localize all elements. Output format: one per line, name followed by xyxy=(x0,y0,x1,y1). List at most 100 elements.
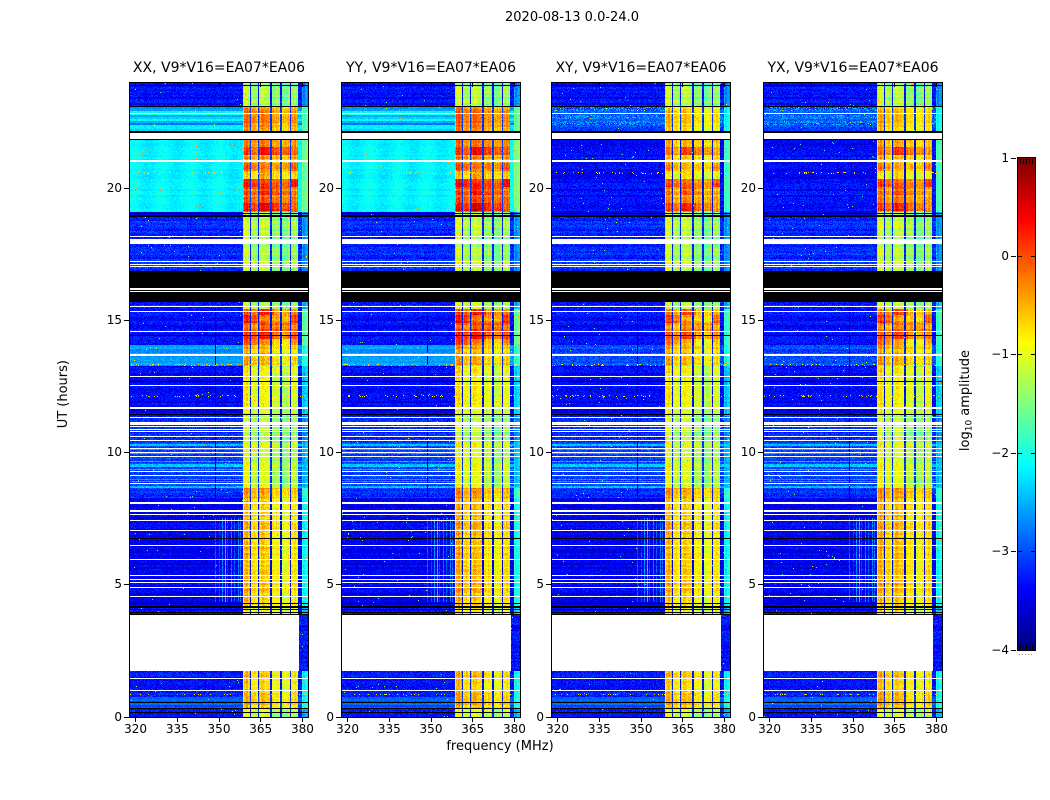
colorbar-inner-dash-right xyxy=(1031,255,1035,257)
x-tick-label: 335 xyxy=(587,722,611,736)
x-tick-label: 320 xyxy=(758,722,782,736)
y-tick-label: 20 xyxy=(318,181,334,196)
colorbar-tick-label: −4 xyxy=(991,642,1009,657)
x-tick-bottom xyxy=(852,718,854,722)
colorbar-tick-label: −2 xyxy=(991,445,1009,460)
x-tick-label: 320 xyxy=(336,722,360,736)
colorbar-inner-dash-left xyxy=(1018,452,1022,454)
y-tick-left xyxy=(336,452,341,454)
y-tick-left xyxy=(758,584,763,586)
x-tick-top xyxy=(218,83,220,87)
x-tick-top xyxy=(430,83,432,87)
y-tick-label: 15 xyxy=(318,313,334,328)
x-tick-label: 365 xyxy=(249,722,273,736)
y-tick-label: 0 xyxy=(326,709,334,724)
colorbar-tick xyxy=(1011,157,1016,159)
colorbar-end-hatch-bottom xyxy=(1023,644,1024,649)
y-tick-left xyxy=(124,452,129,454)
x-tick-bottom xyxy=(935,718,937,722)
colorbar-inner-dash-right xyxy=(1031,551,1035,553)
y-tick-left xyxy=(124,320,129,322)
y-tick-label: 20 xyxy=(106,181,122,196)
y-tick-label: 10 xyxy=(106,445,122,460)
x-tick-label: 365 xyxy=(461,722,485,736)
x-tick-bottom xyxy=(472,718,474,722)
y-tick-left xyxy=(546,188,551,190)
x-tick-label: 350 xyxy=(419,722,443,736)
x-tick-label: 365 xyxy=(883,722,907,736)
x-tick-bottom xyxy=(598,718,600,722)
spectrogram-panel-xy xyxy=(551,82,731,718)
y-tick-left xyxy=(124,188,129,190)
spectrogram-canvas-yy xyxy=(342,83,520,717)
colorbar-end-hatch-top xyxy=(1020,159,1021,164)
colorbar-tick xyxy=(1011,551,1016,553)
colorbar-tick xyxy=(1011,649,1016,651)
x-tick-label: 335 xyxy=(165,722,189,736)
colorbar-below-dot xyxy=(1028,654,1029,655)
panel-title-xy: XY, V9*V16=EA07*EA06 xyxy=(555,60,727,76)
colorbar-inner-dash-left xyxy=(1018,551,1022,553)
x-tick-label: 380 xyxy=(924,722,948,736)
colorbar-below-dot xyxy=(1019,654,1020,655)
colorbar-label-suffix: amplitude xyxy=(958,350,973,420)
colorbar-label: log10 amplitude xyxy=(958,350,975,451)
y-tick-label: 15 xyxy=(106,313,122,328)
y-tick-left xyxy=(546,716,551,718)
colorbar-tick xyxy=(1011,255,1016,257)
colorbar-inner-dash-right xyxy=(1031,452,1035,454)
x-tick-top xyxy=(598,83,600,87)
y-tick-left xyxy=(336,320,341,322)
y-tick-left xyxy=(124,584,129,586)
colorbar-inner-dash-left xyxy=(1018,354,1022,356)
x-tick-bottom xyxy=(557,718,559,722)
colorbar-tick-label: −3 xyxy=(991,544,1009,559)
x-tick-top xyxy=(682,83,684,87)
y-tick-left xyxy=(758,320,763,322)
y-tick-label: 5 xyxy=(748,577,756,592)
x-tick-bottom xyxy=(513,718,515,722)
y-tick-label: 0 xyxy=(748,709,756,724)
y-tick-label: 20 xyxy=(528,181,544,196)
x-tick-label: 335 xyxy=(799,722,823,736)
y-tick-left xyxy=(124,716,129,718)
colorbar-below-dot xyxy=(1031,654,1032,655)
x-tick-bottom xyxy=(388,718,390,722)
x-tick-label: 335 xyxy=(377,722,401,736)
y-tick-label: 5 xyxy=(114,577,122,592)
x-tick-top xyxy=(557,83,559,87)
y-tick-label: 5 xyxy=(326,577,334,592)
x-tick-top xyxy=(135,83,137,87)
colorbar xyxy=(1017,157,1036,651)
x-tick-top xyxy=(513,83,515,87)
colorbar-below-dot xyxy=(1025,654,1026,655)
y-tick-label: 10 xyxy=(318,445,334,460)
colorbar-end-hatch-top xyxy=(1023,159,1024,164)
y-tick-label: 20 xyxy=(740,181,756,196)
spectrogram-canvas-xx xyxy=(130,83,308,717)
colorbar-inner-dash-right xyxy=(1031,354,1035,356)
colorbar-end-hatch-top xyxy=(1026,159,1027,164)
x-tick-top xyxy=(935,83,937,87)
y-tick-left xyxy=(546,320,551,322)
x-axis-label: frequency (MHz) xyxy=(446,739,554,754)
spectrogram-canvas-yx xyxy=(764,83,942,717)
x-tick-bottom xyxy=(894,718,896,722)
y-tick-label: 0 xyxy=(536,709,544,724)
y-tick-left xyxy=(336,584,341,586)
colorbar-tick-label: −1 xyxy=(991,347,1009,362)
y-tick-label: 5 xyxy=(536,577,544,592)
x-tick-top xyxy=(640,83,642,87)
colorbar-end-hatch-bottom xyxy=(1029,644,1030,649)
colorbar-tick-label: 0 xyxy=(1001,248,1009,263)
x-tick-top xyxy=(260,83,262,87)
x-tick-top xyxy=(388,83,390,87)
x-tick-top xyxy=(852,83,854,87)
spectrogram-panel-yx xyxy=(763,82,943,718)
colorbar-end-hatch-bottom xyxy=(1020,644,1021,649)
y-tick-left xyxy=(758,716,763,718)
panel-title-yy: YY, V9*V16=EA07*EA06 xyxy=(345,60,517,76)
colorbar-end-hatch-bottom xyxy=(1026,644,1027,649)
y-tick-left xyxy=(758,452,763,454)
x-tick-bottom xyxy=(430,718,432,722)
